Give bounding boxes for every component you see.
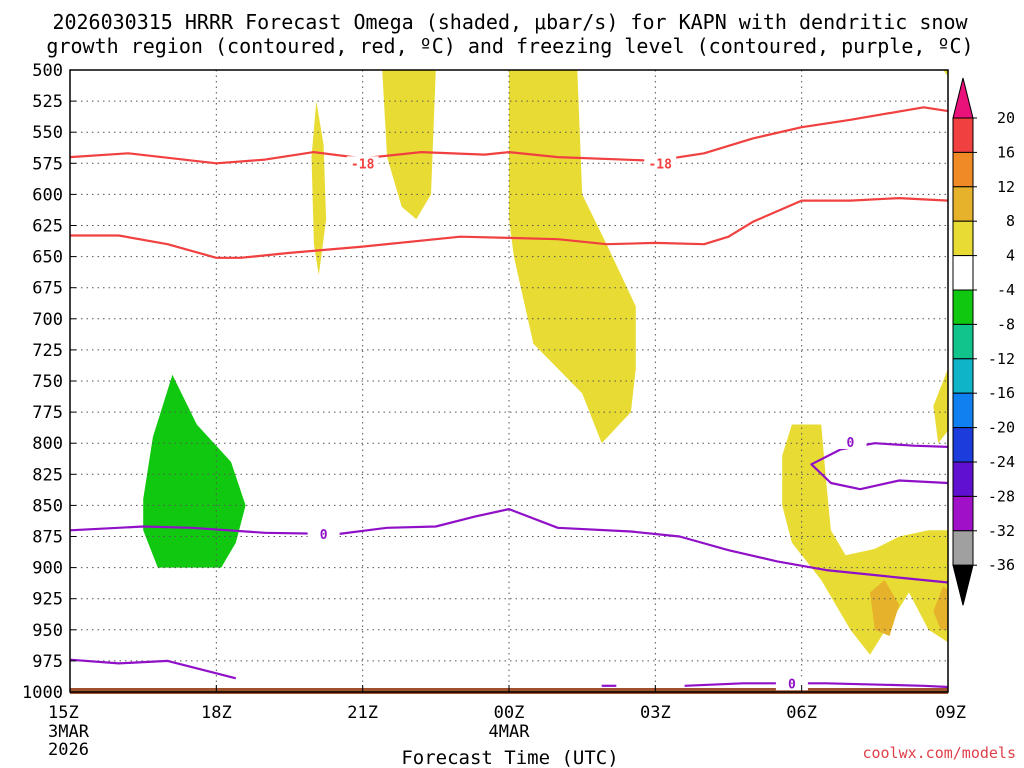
omega-max-1 — [870, 580, 900, 636]
dgz-minus12-line — [70, 197, 949, 259]
dgz-minus18-line-label-1: -18 — [648, 157, 672, 172]
colorbar-label-11: -28 — [988, 487, 1015, 505]
omega-max-2 — [933, 586, 948, 630]
freezing-level-near-surface-east-label-0: 0 — [788, 677, 796, 692]
colorbar-swatch-6 — [952, 323, 974, 360]
y-tick-label-900: 900 — [32, 559, 63, 579]
x-tick-label-18Z: 18Z — [201, 703, 232, 723]
dgz-minus18-line-label-bg-0 — [346, 156, 379, 171]
colorbar-swatch-10 — [952, 461, 974, 497]
colorbar-label-2: 12 — [997, 178, 1015, 196]
y-tick-label-975: 975 — [32, 652, 63, 672]
y-tick-label-675: 675 — [32, 279, 63, 299]
colorbar-label-0: 20 — [997, 109, 1015, 127]
y-tick-label-925: 925 — [32, 590, 63, 610]
chart-title-line-1: 2026030315 HRRR Forecast Omega (shaded, … — [52, 10, 968, 34]
x-tick-label-09Z: 09Z — [935, 703, 966, 723]
dgz-minus18-line-label-bg-1 — [644, 156, 677, 171]
colorbar-swatch-11 — [952, 495, 974, 532]
y-tick-label-875: 875 — [32, 528, 63, 548]
grid-lines — [70, 70, 948, 692]
freezing-level-near-surface-east — [684, 682, 949, 689]
x-tick-label-21Z: 21Z — [347, 703, 378, 723]
y-tick-label-775: 775 — [32, 403, 63, 423]
colorbar-swatch-3 — [952, 220, 974, 257]
x-tick-label-15Z: 15Z — [48, 703, 79, 723]
y-tick-label-950: 950 — [32, 621, 63, 641]
colorbar-label-7: -12 — [988, 350, 1015, 368]
colorbar-label-5: -4 — [997, 281, 1015, 299]
contour-layer: -18 -18 0 0 0 — [69, 106, 949, 692]
x-tick-year-15Z: 2026 — [48, 740, 89, 760]
dgz-minus18-line — [69, 106, 949, 165]
y-axis-pressure-ticks: 500 525 550 575 600 625 650 675 700 725 750 775 800 8… — [22, 61, 76, 703]
colorbar-swatch-12 — [952, 530, 974, 566]
freezing-level-near-surface-east-label-bg-0 — [775, 676, 808, 691]
colorbar-swatch-1 — [952, 151, 974, 188]
colorbar-label-13: -36 — [988, 556, 1015, 574]
colorbar-label-12: -32 — [988, 522, 1015, 540]
y-tick-label-625: 625 — [32, 217, 63, 237]
y-tick-label-600: 600 — [32, 185, 63, 205]
colorbar-label-3: 8 — [1006, 212, 1015, 230]
colorbar-label-4: 4 — [1006, 247, 1015, 265]
y-tick-label-650: 650 — [32, 248, 63, 268]
y-tick-label-850: 850 — [32, 496, 63, 516]
omega-positive-right-edge — [933, 368, 948, 444]
omega-colorbar: 20 16 12 8 4 -4 -8 -12 -16 -20 -24 -28 -32 -36 — [952, 77, 1015, 606]
y-tick-label-500: 500 — [32, 61, 63, 81]
freezing-level-upper-loop — [810, 442, 949, 491]
colorbar-swatch-4 — [952, 255, 974, 291]
colorbar-bottom-arrow — [952, 564, 974, 606]
colorbar-label-8: -16 — [988, 384, 1015, 402]
omega-shading-layer — [143, 70, 948, 655]
dgz-minus18-line-label-0: -18 — [351, 157, 375, 172]
y-tick-label-800: 800 — [32, 434, 63, 454]
freezing-level-main-label-bg-0 — [307, 527, 340, 542]
y-tick-label-550: 550 — [32, 123, 63, 143]
x-axis-label: Forecast Time (UTC) — [401, 747, 618, 768]
colorbar-swatch-8 — [952, 392, 974, 429]
colorbar-swatch-9 — [952, 427, 974, 463]
omega-positive-top-corner — [943, 70, 948, 77]
colorbar-label-9: -20 — [988, 419, 1015, 437]
omega-positive-column-1 — [311, 101, 327, 276]
freezing-level-main-label-0: 0 — [320, 528, 328, 543]
x-tick-label-00Z: 00Z — [494, 703, 525, 723]
y-tick-label-725: 725 — [32, 341, 63, 361]
colorbar-label-6: -8 — [997, 315, 1015, 333]
y-tick-label-575: 575 — [32, 154, 63, 174]
y-tick-label-1000: 1000 — [22, 683, 63, 703]
x-tick-label-06Z: 06Z — [786, 703, 817, 723]
y-tick-label-750: 750 — [32, 372, 63, 392]
colorbar-swatch-5 — [952, 289, 974, 325]
freezing-level-main — [69, 508, 949, 584]
omega-positive-low-region — [782, 424, 948, 655]
y-tick-label-825: 825 — [32, 465, 63, 485]
y-tick-label-525: 525 — [32, 92, 63, 112]
site-credit: coolwx.com/models — [862, 744, 1016, 762]
x-tick-date-15Z: 3MAR — [48, 722, 90, 742]
omega-positive-column-2 — [382, 70, 436, 220]
colorbar-label-1: 16 — [997, 143, 1015, 161]
colorbar-swatch-7 — [952, 358, 974, 394]
colorbar-swatch-2 — [952, 186, 974, 222]
x-tick-date-00Z: 4MAR — [489, 722, 531, 742]
colorbar-top-arrow — [952, 77, 974, 119]
chart-title-line-2: growth region (contoured, red, ºC) and f… — [46, 34, 973, 58]
x-tick-label-03Z: 03Z — [640, 703, 671, 723]
colorbar-label-10: -24 — [988, 453, 1015, 471]
freezing-level-upper-loop-label-0: 0 — [847, 436, 855, 451]
freezing-level-upper-loop-label-bg-0 — [834, 434, 867, 449]
y-tick-label-700: 700 — [32, 310, 63, 330]
colorbar-swatch-0 — [952, 117, 974, 153]
omega-negative-region — [143, 374, 246, 568]
freezing-level-near-surface-west — [69, 658, 237, 680]
